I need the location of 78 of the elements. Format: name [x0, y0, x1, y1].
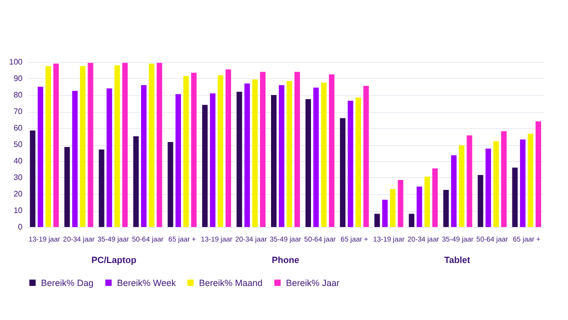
bar	[191, 72, 197, 227]
legend-label: Bereik% Jaar	[286, 278, 340, 288]
bar	[133, 136, 139, 227]
bar	[321, 82, 327, 227]
bar	[122, 62, 128, 227]
bar	[183, 76, 189, 227]
bar	[466, 135, 472, 227]
bar	[148, 64, 154, 227]
bar	[176, 94, 181, 227]
legend-label: Bereik% Maand	[199, 278, 263, 288]
bar	[114, 65, 120, 227]
bar	[374, 214, 380, 227]
bar	[98, 149, 104, 227]
y-tick-label: 10	[14, 206, 24, 215]
bar	[478, 175, 484, 227]
bar	[328, 74, 334, 227]
bar	[141, 85, 147, 227]
bar	[226, 69, 232, 227]
bar	[53, 64, 59, 227]
bar	[313, 88, 319, 227]
bar	[458, 145, 464, 227]
bar	[260, 72, 266, 227]
y-tick-label: 40	[14, 156, 24, 166]
bar	[72, 90, 78, 227]
bar	[348, 100, 354, 227]
bar	[252, 79, 258, 227]
bar	[416, 186, 422, 227]
bar	[38, 86, 44, 227]
bar	[451, 155, 457, 227]
bar	[340, 118, 346, 227]
bar	[236, 92, 242, 227]
legend-label: Bereik% Dag	[41, 278, 94, 288]
bar	[64, 146, 70, 227]
bar	[520, 140, 526, 227]
y-tick-label: 60	[14, 124, 24, 132]
bar	[390, 189, 396, 227]
bar	[398, 180, 404, 227]
bar	[210, 93, 216, 227]
bar	[106, 88, 112, 227]
bar	[432, 168, 438, 227]
bar	[356, 97, 362, 227]
y-tick-label: 100	[9, 58, 24, 66]
bar	[443, 190, 449, 227]
bar	[536, 121, 542, 227]
bar	[156, 62, 162, 227]
bar	[501, 131, 507, 227]
bar	[30, 130, 36, 227]
bar	[493, 141, 499, 227]
legend-label: Bereik% Week	[117, 278, 176, 288]
y-tick-label: 30	[14, 173, 24, 182]
bar	[88, 62, 94, 227]
bar	[305, 99, 311, 227]
bar	[286, 80, 292, 227]
bar	[363, 86, 369, 227]
bar	[408, 214, 414, 227]
bar	[218, 75, 224, 227]
bar	[80, 66, 86, 227]
bar	[46, 66, 52, 227]
bar	[168, 142, 174, 227]
bar	[278, 85, 284, 227]
bar	[202, 104, 208, 227]
y-tick-label: 20	[14, 190, 24, 198]
text: Phone	[272, 255, 300, 265]
bar	[382, 200, 388, 227]
y-tick-label: 80	[14, 90, 24, 100]
bar	[486, 148, 492, 227]
bar	[512, 168, 518, 227]
y-tick-label: 50	[14, 140, 24, 149]
y-tick-label: 70	[14, 107, 24, 116]
text: Tablet	[444, 255, 470, 265]
bar	[424, 176, 430, 227]
bar	[294, 72, 300, 227]
y-tick-label: 0	[18, 222, 24, 232]
bar	[244, 83, 250, 227]
y-tick-label: 90	[14, 74, 24, 83]
bar	[528, 134, 534, 227]
text: PC/Laptop	[91, 255, 137, 265]
bar	[271, 95, 277, 227]
